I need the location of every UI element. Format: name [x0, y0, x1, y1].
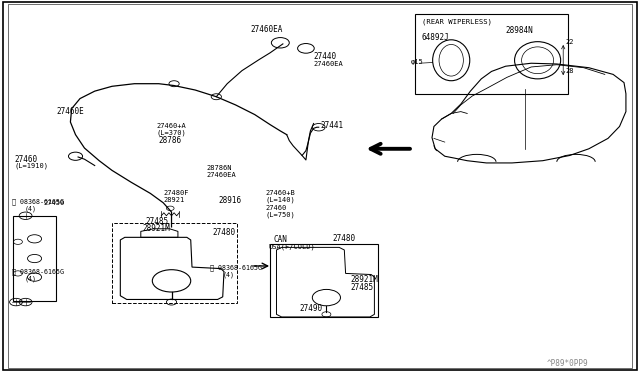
Text: 27441: 27441 [320, 121, 343, 130]
Text: Ⓢ 08368-6165G: Ⓢ 08368-6165G [210, 264, 262, 271]
Text: 22: 22 [565, 39, 573, 45]
Text: 27460EA: 27460EA [251, 25, 284, 34]
Bar [13, 216, 56, 301]
Text: 27460: 27460 [14, 155, 37, 164]
Text: USA(F/COLD): USA(F/COLD) [269, 243, 316, 250]
Text: (4): (4) [24, 275, 36, 282]
Bar [112, 223, 237, 303]
Text: ^P89*0PP9: ^P89*0PP9 [547, 359, 589, 368]
Text: 27480: 27480 [333, 234, 356, 243]
Text: φ15: φ15 [411, 60, 424, 65]
Text: 27440: 27440 [314, 52, 337, 61]
Text: CAN: CAN [274, 235, 288, 244]
Text: 27460EA: 27460EA [206, 172, 236, 178]
Text: 27485: 27485 [146, 217, 169, 226]
Text: (L=750): (L=750) [266, 211, 295, 218]
Bar [415, 14, 568, 94]
Text: (4): (4) [24, 205, 36, 212]
Text: (L=370): (L=370) [157, 130, 186, 137]
Text: 28786N: 28786N [206, 165, 232, 171]
Text: 27480F: 27480F [163, 190, 189, 196]
Text: 27460: 27460 [266, 205, 287, 211]
Text: 28984N: 28984N [506, 26, 533, 35]
Text: 28916: 28916 [219, 196, 242, 205]
Text: 28: 28 [565, 68, 573, 74]
Text: 27460+A: 27460+A [157, 124, 186, 129]
Text: (L=140): (L=140) [266, 197, 295, 203]
Text: (REAR WIPERLESS): (REAR WIPERLESS) [422, 18, 492, 25]
Text: 28921: 28921 [163, 197, 184, 203]
Text: 64892J: 64892J [421, 33, 449, 42]
Text: 28921M: 28921M [351, 275, 378, 284]
Text: 27485: 27485 [351, 283, 374, 292]
Text: 28921M: 28921M [142, 224, 170, 233]
Text: Ⓢ 08368-6165G: Ⓢ 08368-6165G [12, 198, 63, 205]
Text: (4): (4) [223, 271, 235, 278]
Text: (L=1910): (L=1910) [14, 163, 48, 169]
Text: 27460EA: 27460EA [314, 61, 343, 67]
Text: 27460+B: 27460+B [266, 190, 295, 196]
Text: 27460E: 27460E [56, 107, 84, 116]
Text: 27490: 27490 [300, 304, 323, 313]
Text: 27450: 27450 [44, 200, 65, 206]
Text: 28786: 28786 [159, 136, 182, 145]
Bar [270, 244, 378, 317]
Text: 27480: 27480 [212, 228, 236, 237]
Text: Ⓢ 08368-6165G: Ⓢ 08368-6165G [12, 268, 63, 275]
